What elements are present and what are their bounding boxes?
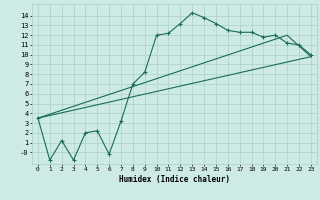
X-axis label: Humidex (Indice chaleur): Humidex (Indice chaleur) [119,175,230,184]
